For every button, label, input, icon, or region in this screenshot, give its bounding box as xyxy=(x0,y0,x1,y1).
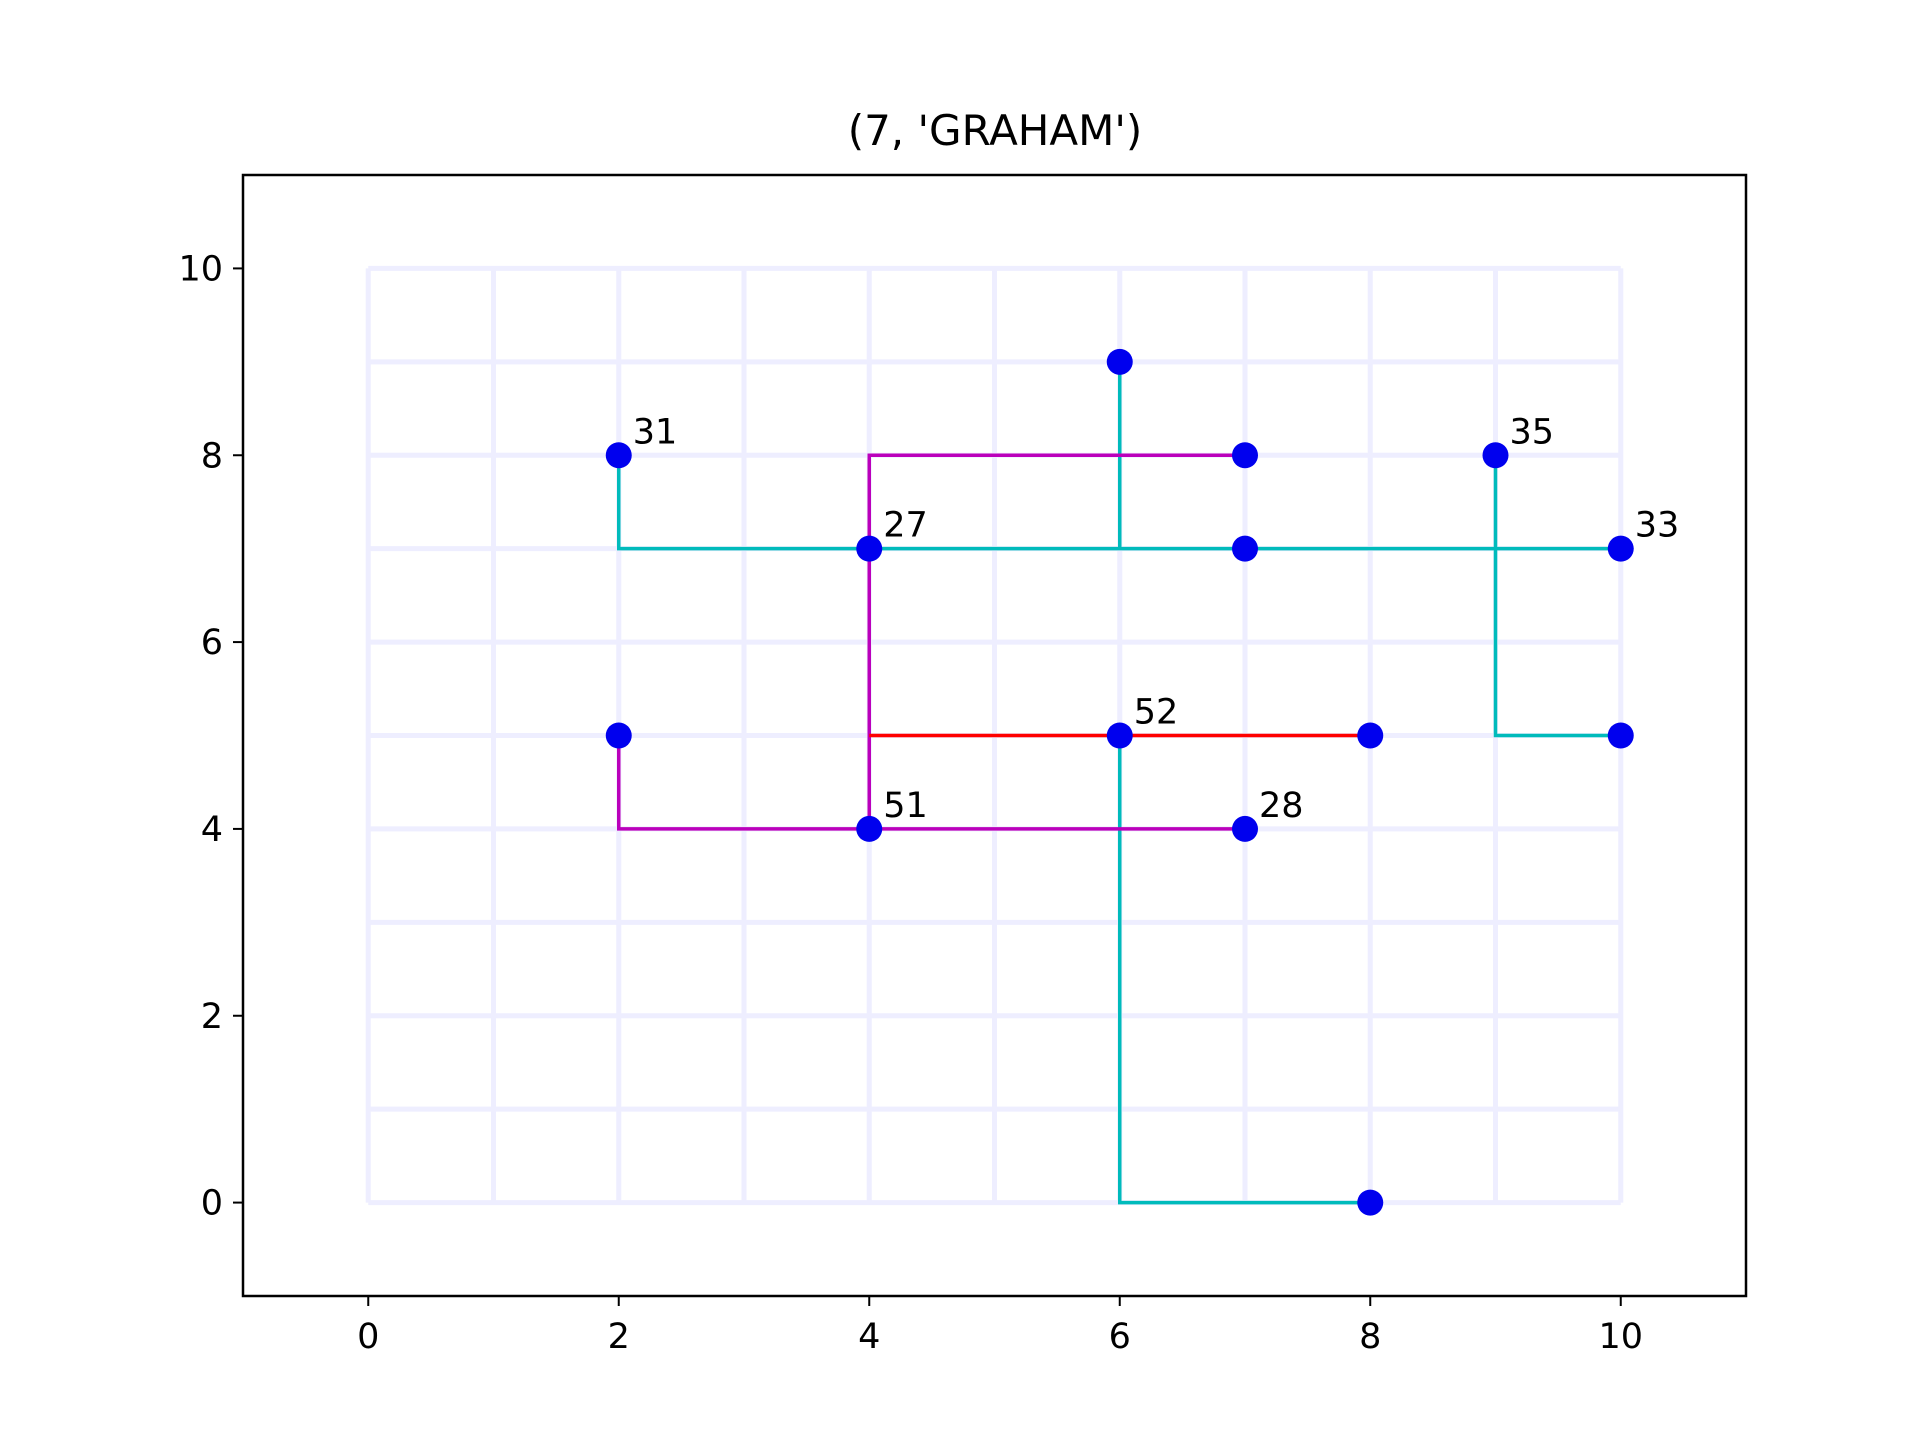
y-tick-label: 4 xyxy=(201,810,223,850)
data-point xyxy=(1232,535,1258,562)
data-point xyxy=(605,722,632,749)
line-segment xyxy=(1493,455,1621,738)
data-point xyxy=(1607,722,1634,749)
data-point xyxy=(1607,535,1634,562)
x-tick-label: 0 xyxy=(357,1317,379,1357)
point-label: 27 xyxy=(883,506,928,546)
x-tick-label: 10 xyxy=(1598,1317,1643,1357)
line-segment xyxy=(617,455,1621,551)
y-tick-label: 10 xyxy=(178,249,223,289)
x-tick-label: 4 xyxy=(858,1317,880,1357)
data-point xyxy=(1232,815,1258,842)
plot-area-frame xyxy=(241,173,1748,1298)
data-point xyxy=(605,442,632,469)
x-axis: 0 2 4 6 8 10 xyxy=(357,1296,1643,1357)
point-label: 31 xyxy=(633,412,678,452)
x-tick-label: 6 xyxy=(1109,1317,1131,1357)
data-point xyxy=(1106,348,1133,375)
data-point xyxy=(1357,1189,1384,1216)
point-label: 52 xyxy=(1134,693,1179,733)
data-point xyxy=(856,535,883,562)
x-tick-label: 8 xyxy=(1359,1317,1381,1357)
line-segments xyxy=(617,361,1621,1205)
data-point xyxy=(1482,442,1509,469)
data-point xyxy=(856,815,883,842)
point-label: 33 xyxy=(1635,506,1680,546)
point-label: 35 xyxy=(1510,412,1555,452)
point-label: 51 xyxy=(883,786,928,826)
y-tick-label: 8 xyxy=(201,436,223,476)
y-axis: 0 2 4 6 8 10 xyxy=(178,249,243,1224)
y-tick-label: 0 xyxy=(201,1184,223,1224)
chart-title: (7, 'GRAHAM') xyxy=(848,106,1143,155)
x-tick-label: 2 xyxy=(608,1317,630,1357)
line-segment xyxy=(1118,735,1371,1205)
grid xyxy=(365,265,1624,1206)
data-points xyxy=(605,348,1634,1216)
data-point xyxy=(1232,442,1258,469)
line-segment xyxy=(617,735,1245,831)
point-label: 28 xyxy=(1259,786,1304,826)
data-point xyxy=(1106,722,1133,749)
y-tick-label: 2 xyxy=(201,997,223,1037)
point-labels: 31 27 35 33 52 51 28 xyxy=(633,412,1680,826)
data-point xyxy=(1357,722,1384,749)
y-tick-label: 6 xyxy=(201,623,223,663)
line-segment xyxy=(867,453,1245,829)
